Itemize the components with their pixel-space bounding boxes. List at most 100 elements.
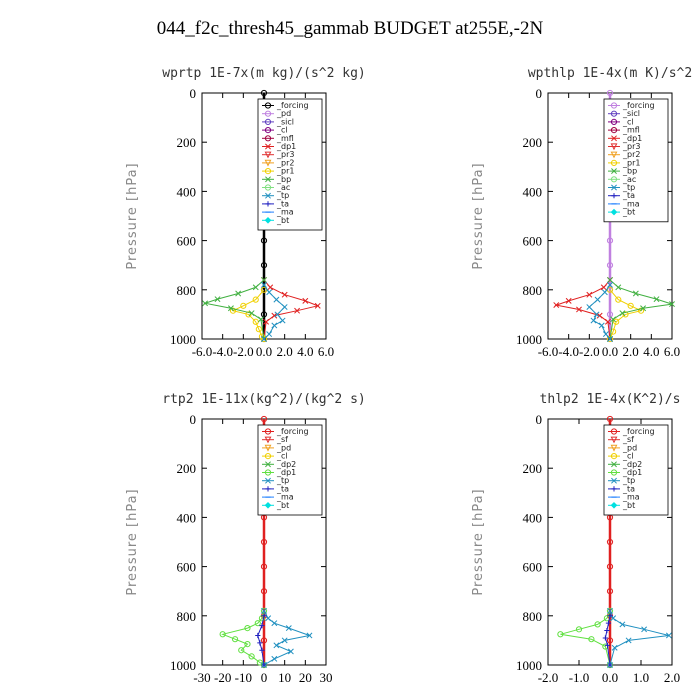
legend-label: _dp1: [276, 468, 296, 477]
data-point: [240, 302, 247, 309]
legend-marker: [264, 102, 272, 109]
legend-label: _dp2: [622, 460, 642, 469]
legend-label: _ta: [622, 191, 635, 200]
data-point: [610, 328, 617, 335]
legend-label: _cl: [276, 126, 288, 135]
legend-label: _mfl: [276, 134, 294, 143]
legend-label: _forcing: [622, 427, 655, 436]
legend-label: _pr1: [276, 167, 294, 176]
y-tick-label: 600: [523, 560, 543, 575]
series-tp: [261, 281, 288, 342]
data-point: [627, 302, 634, 309]
legend-marker: [264, 469, 272, 476]
legend-label: _forcing: [276, 427, 309, 436]
data-point: [640, 305, 647, 312]
legend-label: _pr3: [276, 150, 294, 159]
data-point: [314, 302, 321, 309]
legend-marker: [264, 453, 272, 460]
data-point: [260, 637, 268, 644]
legend-marker: [265, 461, 271, 468]
data-point: [294, 307, 301, 314]
data-point: [271, 312, 278, 319]
y-tick-label: 600: [177, 560, 197, 575]
y-tick-label: 1000: [516, 332, 542, 347]
data-point: [260, 89, 268, 97]
y-tick-label: 400: [177, 184, 197, 199]
series-tp: [586, 281, 613, 342]
data-point: [611, 644, 618, 651]
legend-marker: [610, 176, 618, 183]
legend-label: _ta: [276, 199, 289, 208]
data-point: [281, 291, 288, 298]
x-tick-label: 2.0: [623, 344, 639, 359]
data-point: [261, 607, 267, 614]
y-axis-label: Pressure [hPa]: [471, 162, 486, 269]
x-tick-label: -1.0: [569, 670, 590, 685]
y-tick-label: 200: [177, 461, 197, 476]
series-line: [263, 610, 312, 666]
x-tick-label: 1.0: [633, 670, 649, 685]
x-tick-label: 0.0: [256, 344, 272, 359]
x-tick-label: 0.0: [602, 670, 618, 685]
series-line: [560, 610, 611, 666]
data-point: [607, 281, 613, 288]
x-tick-label: 4.0: [643, 344, 659, 359]
data-point: [285, 625, 292, 632]
x-tick-label: 2.0: [664, 670, 680, 685]
data-point: [271, 655, 278, 662]
legend-marker: [265, 201, 271, 207]
legend-marker: [265, 143, 271, 150]
legend-marker: [264, 159, 272, 167]
data-point: [231, 636, 239, 643]
y-tick-label: 600: [523, 234, 543, 249]
y-tick-label: 800: [177, 283, 197, 298]
data-point: [227, 305, 234, 312]
data-point: [625, 637, 632, 644]
legend-label: _bt: [622, 208, 635, 217]
data-point: [594, 621, 601, 628]
legend-marker: [265, 192, 271, 199]
data-point: [260, 237, 268, 244]
data-point: [610, 615, 617, 622]
data-point: [606, 588, 614, 595]
legend-label: _mfl: [622, 126, 640, 135]
panel-title: rtp2 1E-11x(kg^2)/(kg^2 s): [162, 392, 366, 407]
data-point: [619, 621, 626, 628]
data-point: [601, 289, 608, 296]
data-point: [265, 615, 272, 622]
data-point: [606, 637, 614, 644]
x-tick-label: -2.0: [538, 670, 559, 685]
data-point: [594, 296, 601, 303]
data-point: [261, 336, 267, 342]
legend-marker: [264, 184, 272, 191]
legend-label: _sf: [276, 435, 288, 444]
data-point: [261, 277, 267, 283]
y-tick-label: 1000: [170, 658, 196, 673]
data-point: [604, 642, 611, 648]
x-tick-label: -6.0: [192, 344, 213, 359]
y-tick-label: 800: [523, 283, 543, 298]
y-tick-label: 0: [190, 86, 197, 101]
x-tick-label: 4.0: [297, 344, 313, 359]
series-dp1: [219, 607, 268, 669]
legend-label: _pr1: [622, 158, 640, 167]
x-tick-label: 6.0: [318, 344, 334, 359]
data-point: [576, 306, 582, 313]
data-point: [238, 647, 245, 654]
data-point: [274, 311, 281, 318]
legend-label: _pr2: [276, 158, 294, 167]
series-line: [609, 289, 643, 340]
data-point: [619, 310, 626, 317]
panel-title: wpthlp 1E-4x(m K)/s^2: [528, 66, 692, 81]
data-point: [273, 296, 280, 303]
legend: _forcing_sf_pd_cl_dp2_dp1_tp_ta_ma_bt: [257, 424, 323, 516]
legend: _forcing_sf_pd_cl_dp2_dp1_tp_ta_ma_bt: [603, 424, 669, 516]
data-point: [255, 632, 261, 639]
data-point: [281, 637, 288, 644]
legend-label: _sf: [622, 435, 634, 444]
data-point: [615, 296, 622, 303]
data-point: [598, 322, 605, 329]
y-tick-label: 1000: [170, 332, 196, 347]
legend-marker: [264, 127, 272, 134]
